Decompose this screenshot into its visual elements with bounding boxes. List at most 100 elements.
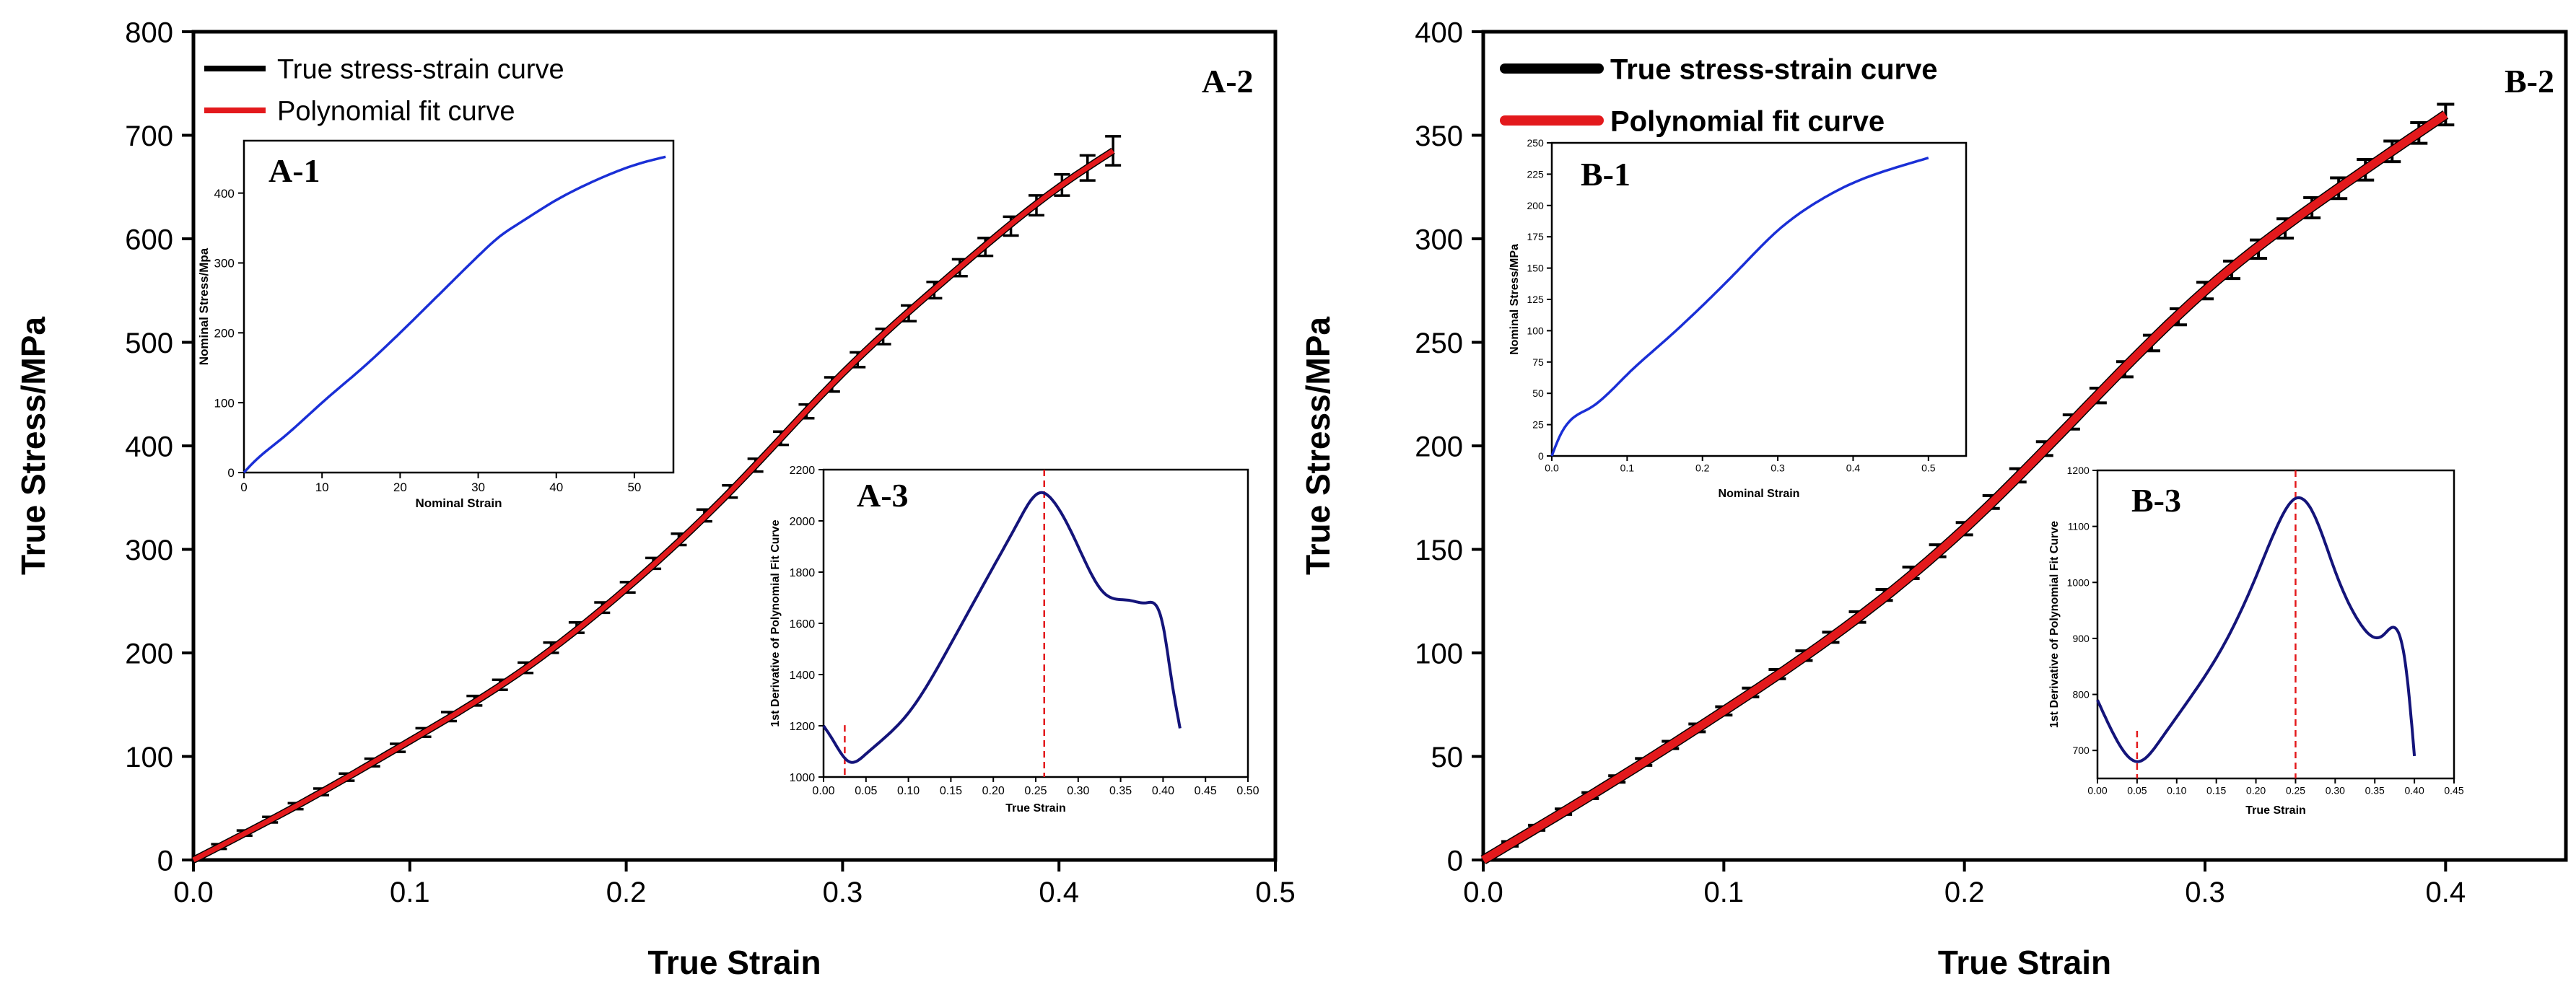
B-3-y-tick-label: 700 xyxy=(2072,745,2090,756)
A-1-panel-label: A-1 xyxy=(268,152,320,189)
B-1-y-tick-label: 75 xyxy=(1532,356,1544,368)
A-3-plot-frame xyxy=(822,468,1249,778)
B-2-y-tick-label: 200 xyxy=(1415,431,1463,462)
B-1-plot-frame xyxy=(1550,141,1968,457)
A-3-y-tick-label: 1000 xyxy=(790,772,816,784)
B-3-y-axis-title: 1st Derivative of Polynomial Fit Curve xyxy=(2048,521,2061,728)
A-1-y-tick-label: 400 xyxy=(214,187,235,201)
B-1-x-tick-label: 0.5 xyxy=(1921,462,1936,474)
A-1-x-tick-label: 0 xyxy=(240,480,247,494)
B-1-y-tick-label: 0 xyxy=(1538,450,1544,462)
A-1-x-tick-label: 40 xyxy=(549,480,563,494)
B-2-x-tick-label: 0.0 xyxy=(1463,877,1503,908)
A-2-y-tick-label: 600 xyxy=(125,224,173,255)
B-2-y-tick-label: 100 xyxy=(1415,638,1463,670)
A-3-y-tick-label: 2000 xyxy=(790,516,816,528)
A-2-x-tick-label: 0.1 xyxy=(390,877,430,908)
B-1-y-tick-label: 25 xyxy=(1532,419,1544,431)
B-3-x-axis-title: True Strain xyxy=(2245,804,2306,817)
A-2-y-tick-label: 200 xyxy=(125,638,173,670)
B-1-x-tick-label: 0.1 xyxy=(1620,462,1635,474)
B-2-x-tick-label: 0.1 xyxy=(1704,877,1745,908)
B-3-chart: 0.00 0.05 0.10 0.15 0.20 0.25 0.30 0.35 0.40 0.45… xyxy=(2048,465,2464,817)
A-3-y-axis-title: 1st Derivative of Polynomial Fit Curve xyxy=(769,519,782,727)
A-2-fit-curve-line xyxy=(192,149,1115,863)
A-2-x-tick-label: 0.5 xyxy=(1255,877,1296,908)
A-3-x-tick-label: 0.10 xyxy=(897,785,920,797)
A-1-curve-line xyxy=(243,155,666,474)
B-1-panel-label: B-1 xyxy=(1581,156,1630,193)
A-1-x-tick-label: 20 xyxy=(393,480,407,494)
A-1-plot-frame xyxy=(243,139,675,474)
B-1-x-tick-label: 0.3 xyxy=(1771,462,1785,474)
A-2-x-tick-label: 0.0 xyxy=(173,877,214,908)
B-3-curve-line xyxy=(2096,496,2416,763)
B-3-x-tick-label: 0.00 xyxy=(2087,785,2107,796)
A-2-x-tick-label: 0.3 xyxy=(823,877,863,908)
A-1-chart: 0 10 20 30 40 50 0 100 200 300 400 Nominal Strain No… xyxy=(197,139,675,510)
B-1-y-tick-label: 125 xyxy=(1527,294,1544,305)
A-1-y-tick-label: 0 xyxy=(227,466,234,480)
A-3-y-tick-label: 1400 xyxy=(790,670,816,682)
A-2-y-tick-label: 700 xyxy=(125,120,173,152)
A-1-y-tick-label: 200 xyxy=(214,326,235,340)
B-3-y-tick-label: 1000 xyxy=(2067,576,2090,588)
B-2-y-tick-label: 150 xyxy=(1415,535,1463,566)
B-3-x-tick-label: 0.45 xyxy=(2444,785,2463,796)
B-2-legend-label: Polynomial fit curve xyxy=(1610,105,1885,137)
B-2-fit-curve-line xyxy=(1481,111,2448,864)
B-2-y-tick-label: 250 xyxy=(1415,328,1463,359)
B-1-chart: 0.0 0.1 0.2 0.3 0.4 0.5 0 25 50 75 100 125 150 175 200… xyxy=(1509,137,1968,500)
A-3-x-tick-label: 0.30 xyxy=(1067,785,1089,797)
A-3-x-tick-label: 0.50 xyxy=(1236,785,1259,797)
A-2-y-tick-label: 500 xyxy=(125,328,173,359)
A-1-y-tick-label: 300 xyxy=(214,257,235,271)
A-3-curve-line xyxy=(822,491,1182,764)
A-1-y-axis-title: Nominal Stress/Mpa xyxy=(197,247,211,365)
B-1-y-tick-label: 100 xyxy=(1527,325,1544,336)
B-1-y-tick-label: 50 xyxy=(1532,387,1544,399)
B-2-y-tick-label: 350 xyxy=(1415,120,1463,152)
B-3-y-tick-label: 900 xyxy=(2072,633,2090,644)
B-2-legend: True stress-strain curve Polynomial fit c… xyxy=(1500,53,1938,137)
A-3-chart: 0.00 0.05 0.10 0.15 0.20 0.25 0.30 0.35 0.40 0.45… xyxy=(769,465,1259,815)
A-2-legend-label: True stress-strain curve xyxy=(277,55,564,85)
B-1-y-axis-title: Nominal Stress/MPa xyxy=(1509,244,1521,355)
B-3-x-tick-label: 0.10 xyxy=(2167,785,2186,796)
A-2-y-tick-label: 0 xyxy=(157,845,173,877)
A-2-x-axis-title: True Strain xyxy=(647,944,821,981)
A-2-x-tick-label: 0.2 xyxy=(606,877,647,908)
B-2-y-tick-label: 300 xyxy=(1415,224,1463,255)
A-2-y-tick-label: 300 xyxy=(125,535,173,566)
B-1-y-tick-label: 150 xyxy=(1527,263,1544,274)
A-3-y-tick-label: 1200 xyxy=(790,721,816,733)
B-1-x-tick-label: 0.4 xyxy=(1846,462,1861,474)
A-3-x-tick-label: 0.05 xyxy=(855,785,877,797)
B-3-panel-label: B-3 xyxy=(2131,482,2181,519)
A-3-y-tick-label: 2200 xyxy=(790,465,816,477)
A-3-x-tick-label: 0.25 xyxy=(1024,785,1047,797)
B-3-x-tick-label: 0.05 xyxy=(2127,785,2147,796)
B-3-x-tick-label: 0.20 xyxy=(2246,785,2266,796)
A-1-x-tick-label: 50 xyxy=(627,480,641,494)
B-3-y-tick-label: 1100 xyxy=(2068,521,2090,532)
B-3-x-tick-label: 0.40 xyxy=(2404,785,2424,796)
A-2-y-tick-label: 800 xyxy=(125,17,173,48)
B-2-y-tick-label: 400 xyxy=(1415,17,1463,48)
A-3-x-tick-label: 0.15 xyxy=(940,785,962,797)
B-2-panel-label: B-2 xyxy=(2505,63,2554,100)
B-3-y-tick-label: 1200 xyxy=(2067,465,2090,476)
B-1-y-tick-label: 250 xyxy=(1527,137,1544,149)
A-3-panel-label: A-3 xyxy=(857,477,909,514)
A-3-x-tick-label: 0.20 xyxy=(982,785,1005,797)
B-1-x-axis-title: Nominal Strain xyxy=(1719,488,1800,500)
B-1-y-tick-label: 225 xyxy=(1527,168,1544,180)
B-1-x-tick-label: 0.2 xyxy=(1695,462,1710,474)
A-1-x-axis-title: Nominal Strain xyxy=(416,496,502,510)
A-2-y-tick-label: 400 xyxy=(125,431,173,462)
A-3-x-tick-label: 0.40 xyxy=(1152,785,1174,797)
B-3-x-tick-label: 0.25 xyxy=(2286,785,2305,796)
A-2-panel-label: A-2 xyxy=(1202,63,1254,100)
B-3-x-tick-label: 0.35 xyxy=(2365,785,2385,796)
B-2-x-tick-label: 0.3 xyxy=(2185,877,2225,908)
